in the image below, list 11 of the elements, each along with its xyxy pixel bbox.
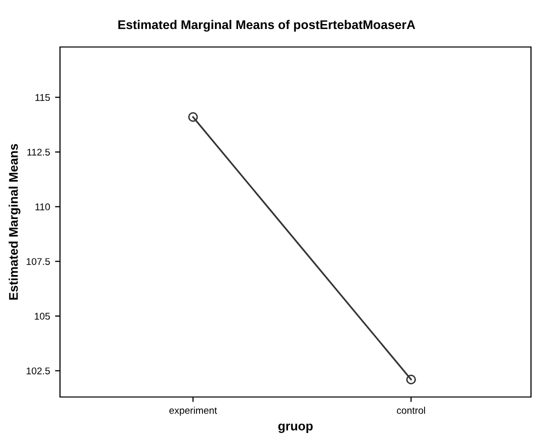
y-tick-label: 105 <box>34 312 50 320</box>
y-tick-label: 110 <box>36 203 50 210</box>
y-tick-label: 115 <box>36 94 50 101</box>
y-tick-label: 112.5 <box>27 148 50 156</box>
y-tick-label: 107.5 <box>26 258 50 265</box>
x-tick-label: experiment <box>169 406 217 416</box>
x-axis-title: gruop <box>278 424 313 433</box>
y-tick-label: 102.5 <box>26 367 50 374</box>
chart-title: Estimated Marginal Means of postErtebatMoaserA <box>118 20 416 32</box>
y-axis-title: Estimated Marginal Means <box>8 144 20 300</box>
x-tick-label: control <box>396 406 426 414</box>
